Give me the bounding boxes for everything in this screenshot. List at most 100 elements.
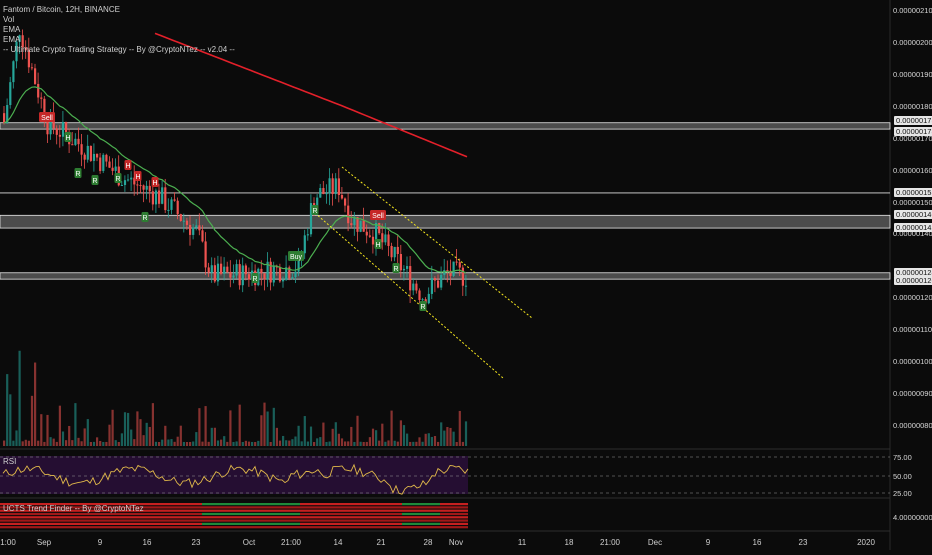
trend-cell bbox=[180, 519, 182, 522]
rsi-line bbox=[2, 463, 469, 495]
legend-ema-2[interactable]: EMA bbox=[3, 35, 21, 44]
trend-cell bbox=[84, 516, 86, 519]
trend-cell bbox=[62, 519, 64, 522]
trend-cell bbox=[284, 503, 286, 506]
trend-cell bbox=[188, 526, 190, 529]
volume-bar bbox=[344, 441, 347, 446]
volume-bar bbox=[117, 441, 120, 446]
trend-cell bbox=[26, 503, 28, 506]
trend-cell bbox=[458, 516, 460, 519]
trend-cell bbox=[314, 512, 316, 516]
trend-cell bbox=[250, 519, 252, 522]
trend-cell bbox=[380, 516, 382, 519]
trend-cell bbox=[264, 522, 266, 525]
trend-cell bbox=[274, 512, 276, 516]
trend-cell bbox=[416, 519, 418, 522]
trend-cell bbox=[106, 522, 108, 525]
symbol-title[interactable]: Fantom / Bitcoin, 12H, BINANCE bbox=[3, 5, 120, 14]
trend-cell bbox=[262, 516, 264, 519]
trend-cell bbox=[448, 522, 450, 525]
trend-cell bbox=[318, 512, 320, 516]
trend-cell bbox=[422, 512, 424, 516]
trend-cell bbox=[310, 526, 312, 529]
trend-finder-label[interactable]: UCTS Trend Finder -- By @CryptoNTez bbox=[3, 504, 144, 513]
trend-cell bbox=[154, 506, 156, 509]
trend-cell bbox=[166, 516, 168, 519]
trend-cell bbox=[52, 503, 54, 506]
trend-cell bbox=[176, 526, 178, 529]
trend-cell bbox=[228, 503, 230, 506]
trend-cell bbox=[200, 519, 202, 522]
trend-cell bbox=[70, 509, 72, 512]
trend-cell bbox=[438, 503, 440, 506]
legend-ucts[interactable]: -- Ultimate Crypto Trading Strategy -- B… bbox=[3, 45, 235, 54]
price-tick-label: 0.00000170 bbox=[893, 133, 932, 143]
trend-cell bbox=[438, 512, 440, 516]
trend-cell bbox=[246, 519, 248, 522]
trend-cell bbox=[368, 522, 370, 525]
trend-cell bbox=[366, 509, 368, 512]
trend-cell bbox=[62, 512, 64, 516]
trend-cell bbox=[378, 522, 380, 525]
trend-cell bbox=[126, 512, 128, 516]
trend-cell bbox=[10, 526, 12, 529]
candle-body bbox=[406, 266, 409, 269]
trend-cell bbox=[110, 503, 112, 506]
trend-cell bbox=[448, 519, 450, 522]
trend-cell bbox=[458, 519, 460, 522]
trend-cell bbox=[368, 512, 370, 516]
trend-cell bbox=[38, 503, 40, 506]
trend-cell bbox=[152, 509, 154, 512]
trend-cell bbox=[394, 503, 396, 506]
trend-cell bbox=[370, 512, 372, 516]
trend-cell bbox=[462, 509, 464, 512]
trend-cell bbox=[276, 509, 278, 512]
trend-cell bbox=[374, 519, 376, 522]
legend-ema-1[interactable]: EMA bbox=[3, 25, 21, 34]
trend-cell bbox=[138, 512, 140, 516]
trend-cell bbox=[72, 506, 74, 509]
candle-body bbox=[127, 179, 130, 181]
volume-bar bbox=[381, 423, 384, 446]
trend-cell bbox=[340, 522, 342, 525]
trend-cell bbox=[90, 516, 92, 519]
trend-cell bbox=[454, 503, 456, 506]
trend-cell bbox=[78, 522, 80, 525]
rsi-label[interactable]: RSI bbox=[3, 457, 17, 466]
trend-cell bbox=[180, 512, 182, 516]
trend-cell bbox=[418, 522, 420, 525]
trend-cell bbox=[294, 509, 296, 512]
trend-cell bbox=[178, 509, 180, 512]
trend-cell bbox=[140, 509, 142, 512]
trend-cell bbox=[82, 512, 84, 516]
trend-cell bbox=[410, 526, 412, 529]
candle-body bbox=[24, 47, 27, 51]
trend-cell bbox=[330, 512, 332, 516]
volume-bar bbox=[111, 409, 114, 446]
trend-cell bbox=[122, 522, 124, 525]
trend-cell bbox=[14, 522, 16, 525]
trend-cell bbox=[376, 522, 378, 525]
trend-cell bbox=[278, 522, 280, 525]
trend-cell bbox=[6, 512, 8, 516]
trend-cell bbox=[352, 503, 354, 506]
trend-cell bbox=[392, 509, 394, 512]
trend-cell bbox=[262, 519, 264, 522]
trend-cell bbox=[50, 506, 52, 509]
trend-cell bbox=[56, 516, 58, 519]
trend-cell bbox=[60, 522, 62, 525]
trend-cell bbox=[184, 506, 186, 509]
trend-cell bbox=[332, 526, 334, 529]
trend-cell bbox=[368, 516, 370, 519]
trend-cell bbox=[234, 509, 236, 512]
trend-cell bbox=[448, 509, 450, 512]
trend-cell bbox=[240, 503, 242, 506]
trend-cell bbox=[430, 503, 432, 506]
trend-cell bbox=[428, 526, 430, 529]
trend-cell bbox=[20, 512, 22, 516]
legend-vol[interactable]: Vol bbox=[3, 15, 15, 24]
trend-cell bbox=[164, 506, 166, 509]
trend-cell bbox=[426, 509, 428, 512]
